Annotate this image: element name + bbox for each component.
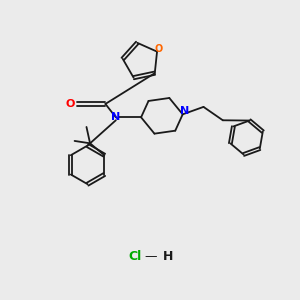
Text: O: O bbox=[66, 99, 75, 109]
Text: Cl: Cl bbox=[128, 250, 142, 263]
Text: O: O bbox=[154, 44, 163, 54]
Text: H: H bbox=[163, 250, 173, 263]
Text: —: — bbox=[141, 250, 162, 263]
Text: N: N bbox=[180, 106, 189, 116]
Text: N: N bbox=[111, 112, 120, 122]
